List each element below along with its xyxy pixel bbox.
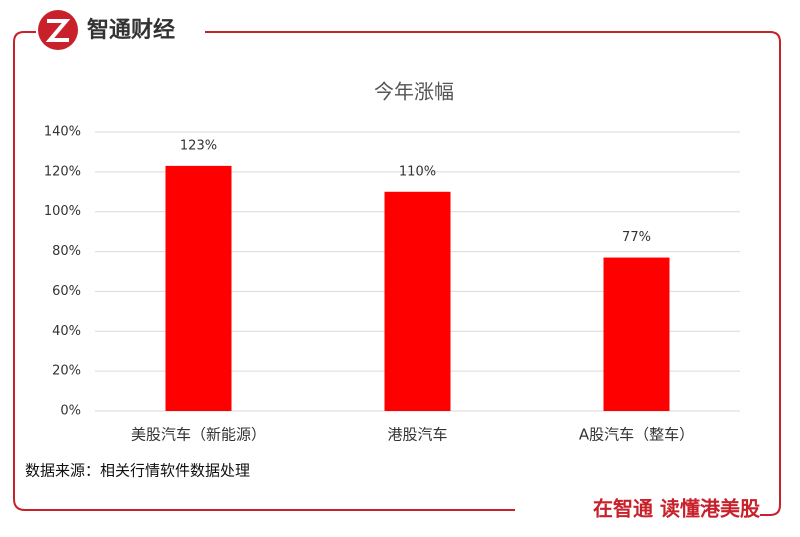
- bar: [165, 165, 232, 411]
- frame: [205, 31, 781, 516]
- value-label: 77%: [622, 230, 651, 245]
- value-label: 123%: [180, 138, 217, 153]
- x-tick-label: 美股汽车（新能源）: [131, 426, 266, 444]
- y-tick-label: 100%: [44, 204, 81, 219]
- x-tick-label: A股汽车（整车）: [579, 426, 694, 444]
- brand: 智通财经: [87, 17, 175, 43]
- bar: [603, 257, 670, 411]
- logo-mark: [45, 19, 71, 42]
- chart-title: 今年涨幅: [374, 80, 454, 104]
- y-tick-label: 80%: [52, 244, 81, 259]
- x-tick-label: 港股汽车: [387, 426, 447, 444]
- source: 数据来源：相关行情软件数据处理: [25, 462, 250, 480]
- y-tick-label: 120%: [44, 164, 81, 179]
- frame: [13, 31, 515, 511]
- y-tick-label: 140%: [44, 125, 81, 140]
- plot: 0% 20% 40% 60% 80% 100% 120% 140% 美股汽车（新能源） 123% 港…: [44, 125, 740, 444]
- slogan: 在智通 读懂港美股: [593, 497, 760, 521]
- y-tick-label: 0%: [60, 404, 81, 419]
- bar: [384, 191, 451, 411]
- y-tick-label: 60%: [52, 284, 81, 299]
- y-tick-label: 20%: [52, 364, 81, 379]
- y-tick-label: 40%: [52, 324, 81, 339]
- value-label: 110%: [399, 164, 436, 179]
